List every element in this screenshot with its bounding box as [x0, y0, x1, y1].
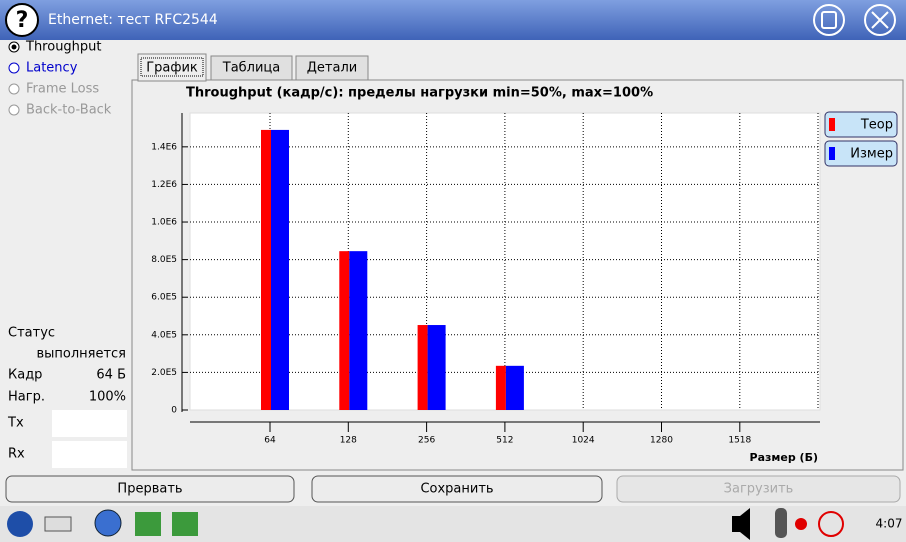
status-text: Кадр [8, 368, 42, 383]
x-tick-label: 1518 [728, 436, 751, 446]
status-text: Tx [7, 416, 24, 431]
plot-area [189, 112, 821, 411]
bar [339, 251, 350, 410]
legend-swatch [829, 147, 835, 160]
app-icon[interactable] [135, 512, 161, 536]
help-button[interactable] [5, 3, 39, 37]
tab-focus [140, 57, 204, 77]
legend-item[interactable] [824, 140, 898, 167]
y-tick-label: 1.4E6 [151, 142, 177, 152]
y-tick-label: 6.0E5 [151, 293, 177, 303]
y-tick-label: 1.0E6 [151, 218, 177, 228]
tx-field [52, 410, 127, 437]
radio-button[interactable] [8, 62, 20, 74]
bar [427, 325, 446, 410]
keyboard-icon[interactable] [44, 516, 72, 532]
browser-icon[interactable] [94, 509, 122, 537]
bar [505, 365, 524, 410]
status-icon [818, 511, 844, 537]
status-text: 100% [89, 390, 126, 405]
status-text: 64 Б [96, 368, 126, 383]
status-text: выполняется [36, 347, 126, 362]
button-label: Загрузить [724, 482, 794, 497]
tab-label[interactable]: Таблица [222, 61, 281, 76]
x-axis-label: Размер (Б) [750, 451, 818, 464]
bar [417, 325, 428, 410]
bar [349, 251, 368, 410]
record-icon [795, 518, 807, 530]
button-label[interactable]: Прервать [117, 482, 182, 497]
button [616, 475, 901, 503]
y-tick-label: 1.2E6 [151, 180, 177, 190]
button-label[interactable]: Сохранить [420, 482, 493, 497]
button[interactable] [311, 475, 603, 503]
y-tick-label: 0 [171, 406, 177, 416]
mode-label[interactable]: Throughput [25, 40, 102, 55]
y-tick-label: 8.0E5 [151, 255, 177, 265]
maximize-icon [821, 11, 837, 29]
bar [261, 129, 271, 410]
legend-swatch [829, 118, 835, 131]
tab-label[interactable]: Детали [307, 61, 357, 76]
title-bar [0, 0, 906, 40]
x-tick-label: 128 [340, 436, 357, 446]
battery-icon [775, 508, 787, 538]
x-tick-label: 1024 [572, 436, 595, 446]
close-button[interactable] [864, 4, 896, 36]
mode-label[interactable]: Frame Loss [26, 82, 99, 97]
bar [271, 129, 289, 410]
rx-field [52, 441, 127, 468]
x-tick-label: 512 [496, 436, 513, 446]
chart-title: Throughput (кадр/с): пределы нагрузки mi… [186, 86, 653, 101]
legend-label[interactable]: Теор [860, 118, 893, 133]
y-tick-label: 4.0E5 [151, 330, 177, 340]
start-icon[interactable] [7, 511, 33, 537]
legend-label[interactable]: Измер [850, 147, 893, 162]
mode-label[interactable]: Back-to-Back [26, 103, 112, 118]
window-title: Ethernet: тест RFC2544 [48, 12, 218, 28]
radio-button[interactable] [8, 83, 20, 95]
button[interactable] [5, 475, 295, 503]
help-icon: ? [16, 8, 29, 33]
x-tick-label: 64 [264, 436, 276, 446]
bar [495, 365, 506, 410]
mode-label[interactable]: Latency [26, 61, 78, 76]
radio-button[interactable] [8, 104, 20, 116]
legend-item[interactable] [824, 111, 898, 138]
status-text: Rx [8, 447, 25, 462]
app-icon[interactable] [172, 512, 198, 536]
status-text: Нагр. [8, 390, 45, 405]
clock: 4:07 [876, 517, 903, 531]
y-tick-label: 2.0E5 [151, 368, 177, 378]
close-icon [871, 11, 889, 29]
tab[interactable] [210, 55, 293, 81]
maximize-button[interactable] [813, 4, 845, 36]
x-tick-label: 1280 [650, 436, 673, 446]
volume-icon[interactable] [732, 508, 750, 540]
tab-label[interactable]: График [146, 61, 198, 76]
x-tick-label: 256 [418, 436, 435, 446]
radio-dot [11, 44, 17, 50]
tab[interactable] [295, 55, 369, 81]
status-text: Статус [8, 326, 55, 341]
